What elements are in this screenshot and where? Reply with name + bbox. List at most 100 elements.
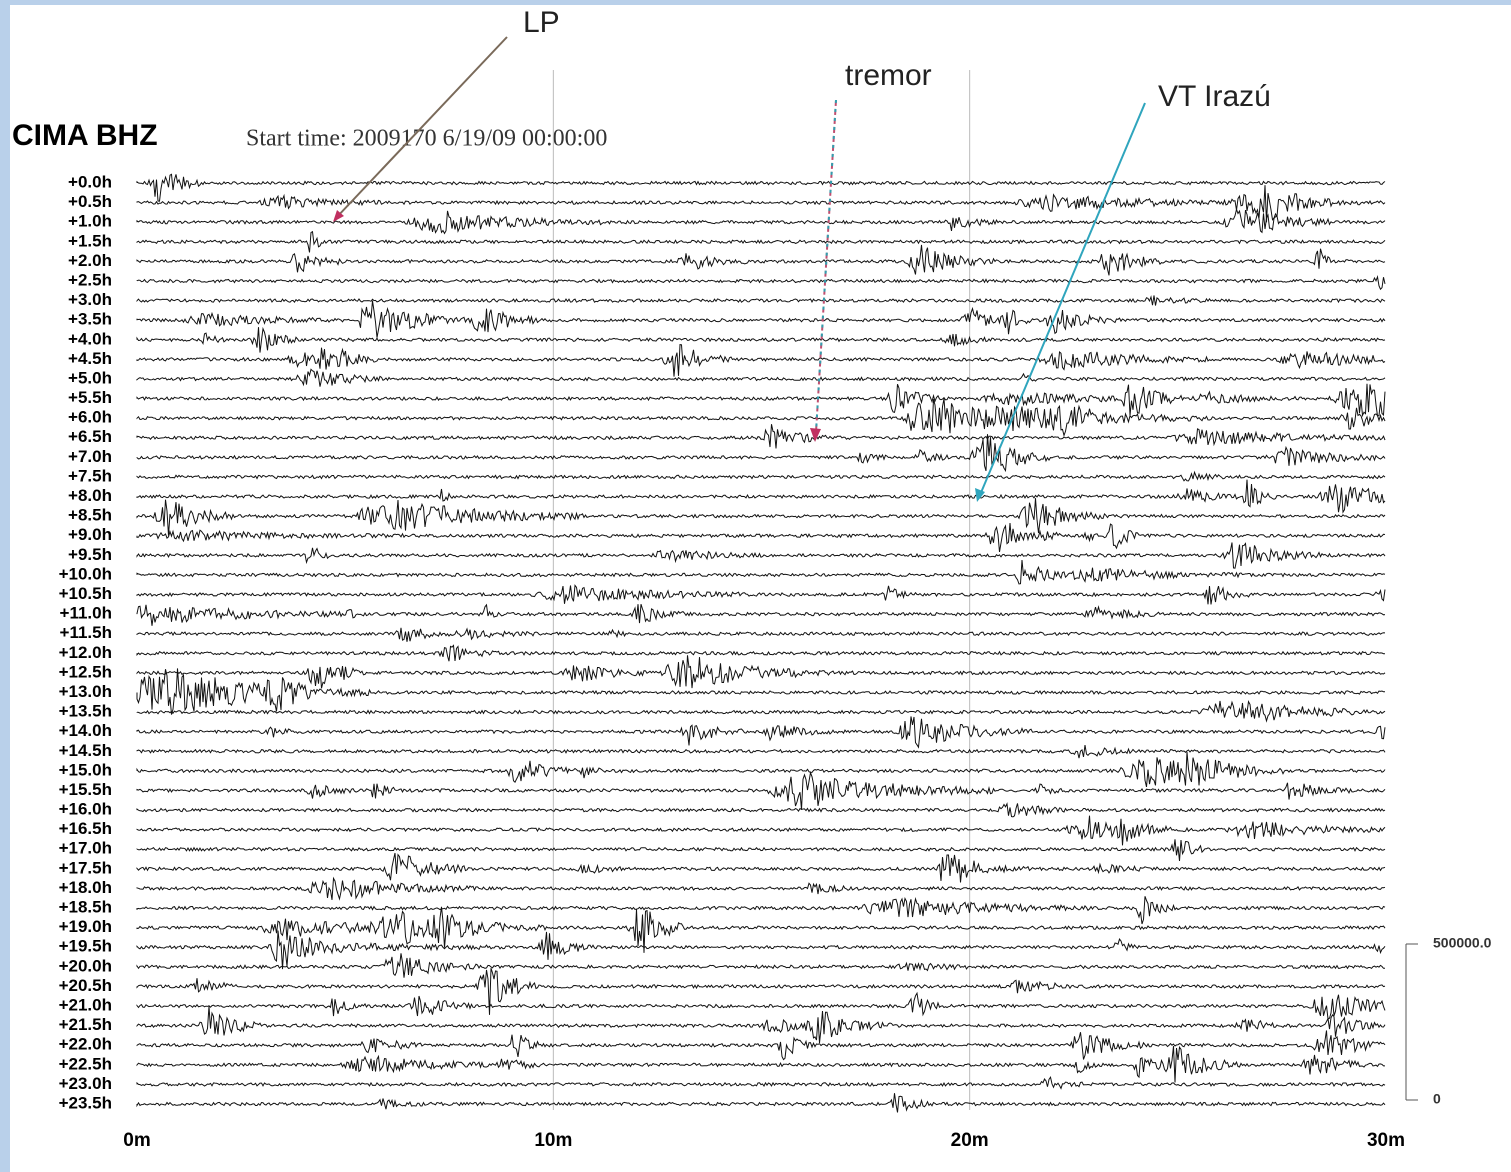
- trace: [136, 1006, 1386, 1044]
- y-tick-label: +8.5h: [68, 506, 112, 525]
- trace: [136, 839, 1386, 862]
- traces: [136, 70, 1386, 1113]
- trace: [136, 275, 1386, 291]
- y-tick-label: +14.5h: [59, 741, 112, 760]
- trace: [136, 542, 1386, 569]
- trace: [136, 1075, 1386, 1090]
- y-tick-label: +17.5h: [59, 858, 112, 877]
- trace: [136, 498, 1386, 536]
- y-tick-label: +10.5h: [59, 584, 112, 603]
- y-tick-label: +21.5h: [59, 1015, 112, 1034]
- trace: [136, 668, 1385, 715]
- y-tick-label: +7.5h: [68, 466, 112, 485]
- y-tick-label: +18.5h: [59, 898, 112, 917]
- y-tick-label: +17.0h: [59, 839, 112, 858]
- trace: [136, 424, 1386, 449]
- panel: [10, 5, 1511, 1172]
- trace: [136, 295, 1386, 306]
- y-tick-label: +4.5h: [68, 349, 112, 368]
- arrow: [979, 102, 1146, 496]
- trace: [136, 751, 1386, 788]
- y-tick-label: +19.5h: [59, 937, 112, 956]
- y-tick-label: +21.0h: [59, 996, 112, 1015]
- y-tick-label: +7.0h: [68, 447, 112, 466]
- trace: [136, 185, 1386, 223]
- annotation: LP: [523, 6, 560, 39]
- trace: [136, 522, 1386, 552]
- trace: [136, 815, 1386, 846]
- annotation: tremor: [845, 59, 932, 92]
- y-tick-label: +4.0h: [68, 329, 112, 348]
- trace: [136, 991, 1386, 1020]
- x-tick-label: 10m: [534, 1130, 572, 1151]
- trace: [136, 230, 1386, 253]
- y-tick-label: +1.5h: [68, 231, 112, 250]
- arrow: [815, 99, 837, 433]
- trace: [136, 627, 1386, 642]
- y-tick-label: +20.0h: [59, 956, 112, 975]
- trace: [136, 953, 1385, 978]
- y-tick-label: +3.5h: [68, 310, 112, 329]
- trace: [136, 244, 1386, 276]
- trace: [136, 479, 1386, 514]
- trace: [136, 470, 1386, 482]
- trace: [136, 368, 1386, 387]
- y-tick-label: +5.0h: [68, 368, 112, 387]
- arrow: [335, 36, 508, 219]
- trace: [136, 1030, 1386, 1061]
- y-tick-label: +11.5h: [60, 623, 112, 642]
- y-tick-label: +6.0h: [68, 408, 112, 427]
- y-tick-label: +15.0h: [59, 760, 112, 779]
- trace: [136, 398, 1386, 438]
- trace: [136, 655, 1386, 689]
- x-tick-label: 0m: [123, 1130, 150, 1151]
- annotation: VT Irazú: [1158, 80, 1271, 113]
- trace: [136, 559, 1386, 585]
- y-tick-label: +2.0h: [68, 251, 112, 270]
- y-tick-label: +0.5h: [68, 192, 112, 211]
- y-tick-label: +6.5h: [68, 427, 112, 446]
- y-tick-label: +16.5h: [59, 819, 112, 838]
- y-tick-label: +3.0h: [68, 290, 112, 309]
- trace: [136, 1045, 1385, 1083]
- scale-label: 500000.0: [1433, 935, 1492, 951]
- y-tick-label: +23.0h: [59, 1074, 112, 1093]
- trace: [136, 300, 1386, 338]
- trace: [136, 603, 1386, 626]
- trace: [136, 745, 1386, 759]
- y-tick-label: +22.5h: [59, 1054, 112, 1073]
- trace: [136, 1093, 1386, 1113]
- y-tick-label: +11.0h: [60, 604, 112, 623]
- scale-label: 0: [1433, 1091, 1441, 1107]
- y-tick-label: +0.0h: [68, 172, 112, 191]
- arrowhead: [333, 210, 344, 222]
- trace: [136, 173, 1386, 202]
- y-tick-label: +1.0h: [68, 212, 112, 231]
- y-tick-label: +13.0h: [59, 682, 112, 701]
- y-tick-label: +12.0h: [59, 643, 112, 662]
- y-tick-label: +8.0h: [68, 486, 112, 505]
- trace: [136, 716, 1386, 749]
- trace: [136, 326, 1386, 353]
- arrowhead: [810, 428, 821, 442]
- y-tick-label: +12.5h: [59, 662, 112, 681]
- y-tick-label: +23.5h: [59, 1093, 112, 1112]
- x-tick-label: 20m: [951, 1130, 989, 1151]
- trace: [136, 644, 1386, 662]
- y-tick-label: +15.5h: [59, 780, 112, 799]
- trace: [136, 876, 1386, 901]
- trace: [136, 802, 1386, 818]
- arrowhead: [975, 488, 985, 502]
- x-tick-label: 30m: [1367, 1130, 1405, 1151]
- trace: [136, 930, 1386, 970]
- y-tick-label: +10.0h: [59, 564, 112, 583]
- y-tick-label: +16.0h: [59, 800, 112, 819]
- y-tick-label: +14.0h: [59, 721, 112, 740]
- trace: [136, 906, 1386, 953]
- annotation-arrows: [333, 36, 1146, 502]
- y-tick-label: +13.5h: [59, 702, 112, 721]
- trace: [136, 852, 1386, 883]
- trace: [136, 344, 1386, 377]
